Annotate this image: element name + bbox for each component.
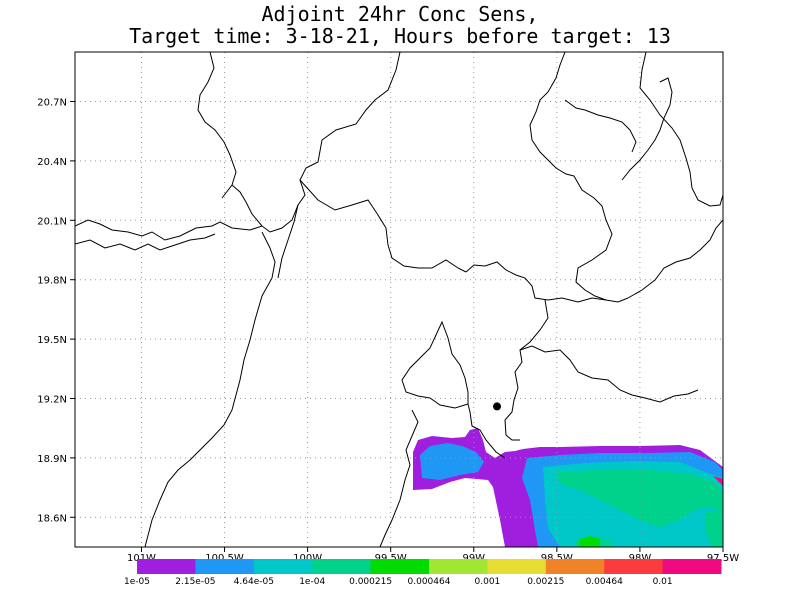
contour-level-5: [580, 536, 600, 547]
boundary-tlaxcala-east: [519, 345, 699, 403]
boundary-northeast: [639, 52, 723, 207]
legend-swatch: [604, 559, 664, 574]
boundary-west-a: [197, 52, 237, 199]
lat-tick-label: 20.1N: [37, 216, 67, 227]
map-title-line-2: Target time: 3-18-21, Hours before targe…: [129, 24, 671, 48]
legend-swatch: [253, 559, 313, 574]
lon-tick-label: 99.5W: [375, 553, 407, 564]
legend-label: 0.01: [653, 577, 673, 587]
plot-frame: [74, 51, 724, 548]
legend-swatch: [312, 559, 372, 574]
lat-tick-label: 18.9N: [37, 454, 67, 465]
legend-label: 1e-04: [299, 577, 325, 587]
lon-tick-label: 100W: [293, 553, 322, 564]
legend-swatch: [545, 559, 605, 574]
lon-tick-label: 98.5W: [541, 553, 573, 564]
legend-swatch: [137, 559, 196, 574]
legend-label: 0.001: [475, 577, 501, 587]
boundary-veracruz-north: [529, 52, 575, 177]
lat-tick-label: 19.8N: [37, 276, 67, 287]
target-location-marker: [493, 402, 502, 411]
map-title-line-1: Adjoint 24hr Conc Sens,: [261, 2, 539, 26]
color-legend: 1e-05 2.15e-05 4.64e-05 1e-04 0.000215 0.0004…: [124, 559, 722, 587]
boundary-tlaxcala-outline: [504, 299, 549, 441]
legend-label: 2.15e-05: [175, 577, 215, 587]
legend-swatch: [662, 559, 722, 574]
lon-tick-label: 98W: [629, 553, 652, 564]
boundary-puebla-east: [627, 219, 723, 299]
legend-swatch: [429, 559, 488, 574]
lat-tick-label: 18.6N: [37, 513, 67, 524]
boundary-michoacan-mexico: [144, 231, 276, 547]
legend-label: 1e-05: [124, 577, 150, 587]
legend-swatch: [195, 559, 255, 574]
state-boundaries: [75, 52, 723, 547]
lon-tick-label: 99W: [462, 553, 485, 564]
contour-level-4: [555, 470, 723, 547]
boundary-mexico-morelos: [299, 179, 467, 273]
legend-label: 0.000464: [408, 577, 451, 587]
boundary-queretaro-north: [75, 52, 401, 241]
lat-tick-label: 20.7N: [37, 98, 67, 109]
lon-tick-label: 100.5W: [205, 553, 244, 564]
lat-tick-label: 20.4N: [37, 157, 67, 168]
legend-label: 0.00215: [527, 577, 564, 587]
map-axes: 20.7N 20.4N 20.1N 19.8N 19.5N 19.2N 18.9N 18.6N…: [37, 98, 739, 565]
boundary-sierra: [564, 99, 637, 153]
grid-lines: [75, 52, 723, 547]
boundary-hidalgo-north: [573, 175, 613, 301]
boundary-morelos-south: [379, 409, 419, 547]
sensitivity-field: [413, 428, 723, 547]
legend-swatch: [370, 559, 430, 574]
lat-tick-label: 19.5N: [37, 335, 67, 346]
legend-label: 4.64e-05: [234, 577, 274, 587]
legend-swatch: [487, 559, 547, 574]
boundary-guanajuato-west: [75, 233, 216, 251]
boundary-hidalgo: [465, 261, 629, 303]
lon-tick-label: 101W: [127, 553, 156, 564]
legend-label: 0.000215: [349, 577, 392, 587]
contour-level-hot: [713, 476, 723, 486]
boundary-northeast-inner: [621, 77, 673, 181]
legend-label: 0.00464: [586, 577, 623, 587]
boundary-central-south: [277, 204, 299, 279]
boundary-cdmx: [401, 320, 469, 409]
boundary-puebla-inner: [467, 403, 506, 459]
boundary-west-b: [231, 184, 263, 227]
lat-tick-label: 19.2N: [37, 395, 67, 406]
lon-tick-label: 97.5W: [707, 553, 739, 564]
